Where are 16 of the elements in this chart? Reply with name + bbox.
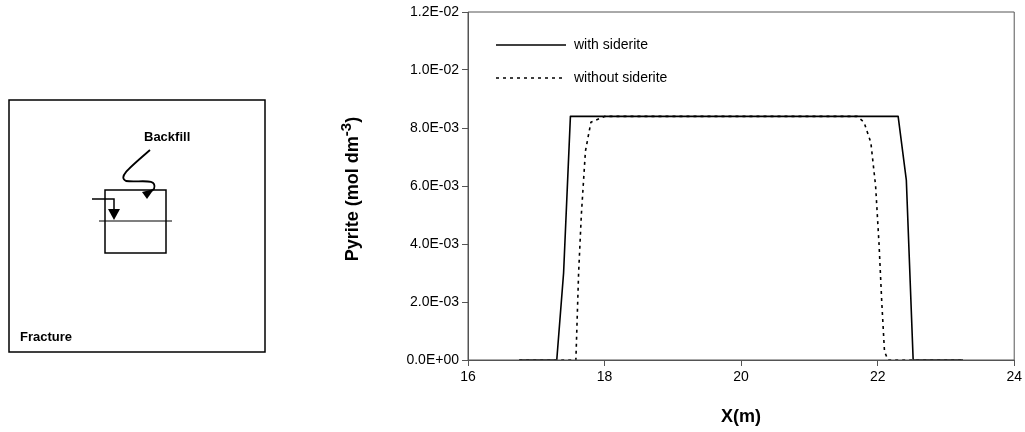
- y-tick-label: 2.0E-03: [409, 292, 460, 309]
- x-tick-label: 22: [869, 368, 886, 385]
- y-tick-label: 1.0E-02: [409, 60, 460, 77]
- x-tick-label: 16: [460, 368, 476, 385]
- y-tick-label: 4.0E-03: [409, 234, 460, 251]
- legend-label: with siderite: [573, 35, 649, 52]
- legend-label: without siderite: [573, 68, 668, 85]
- fracture-diagram: Backfill Fracture: [8, 99, 266, 353]
- y-tick-label: 6.0E-03: [409, 176, 460, 193]
- x-axis-title: X(m): [721, 406, 762, 427]
- x-tick-label: 24: [1006, 368, 1023, 385]
- y-tick-label: 8.0E-03: [409, 118, 460, 135]
- y-tick-label: 0.0E+00: [406, 350, 460, 367]
- y-tick-label: 1.2E-02: [409, 2, 460, 19]
- x-tick-label: 18: [596, 368, 613, 385]
- x-tick-label: 20: [733, 368, 750, 385]
